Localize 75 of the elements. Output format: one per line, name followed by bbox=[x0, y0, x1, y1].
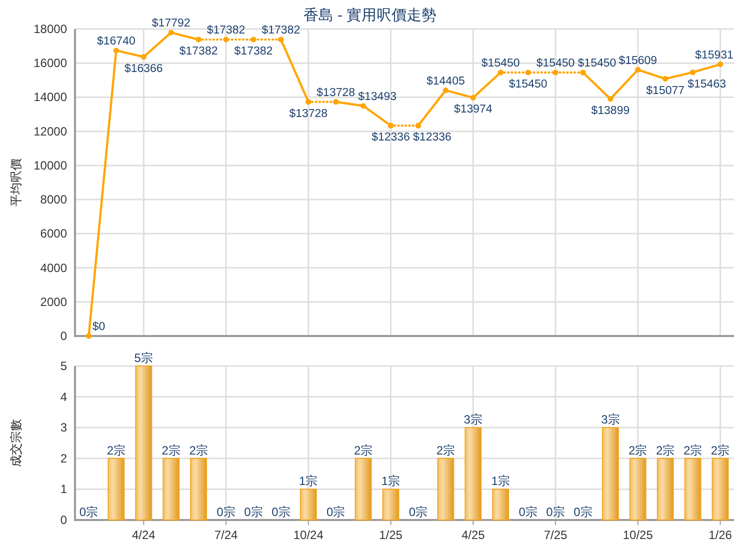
data-label: $17382 bbox=[179, 46, 218, 58]
y-tick-label: 0 bbox=[60, 513, 68, 527]
data-label: 2宗 bbox=[656, 443, 675, 458]
x-tick-label: 1/25 bbox=[379, 528, 403, 542]
y-tick-label: 5 bbox=[60, 359, 68, 373]
x-tick-label: 1/26 bbox=[708, 528, 732, 542]
data-label: 5宗 bbox=[134, 351, 153, 365]
data-label: 2宗 bbox=[189, 443, 208, 458]
y-axis-title: 成交宗數 bbox=[9, 419, 23, 467]
data-label: $12336 bbox=[413, 132, 452, 144]
data-label: 2宗 bbox=[162, 443, 180, 458]
x-tick-label: 7/24 bbox=[214, 528, 238, 542]
data-label: $13974 bbox=[454, 104, 493, 116]
y-tick-label: 1 bbox=[60, 482, 68, 496]
data-label: $13728 bbox=[316, 86, 356, 99]
y-tick-label: 2 bbox=[60, 451, 68, 466]
data-label: 0宗 bbox=[79, 505, 98, 519]
y-tick-label: 8000 bbox=[40, 192, 68, 207]
chart-title: 香島 - 實用呎價走勢 bbox=[303, 7, 437, 24]
data-label: 2宗 bbox=[354, 443, 373, 458]
data-label: $12336 bbox=[372, 132, 410, 144]
data-label: 2宗 bbox=[628, 443, 648, 458]
data-label: 2宗 bbox=[106, 443, 126, 458]
y-tick-label: 3 bbox=[60, 420, 68, 435]
x-tick-label: 7/25 bbox=[544, 528, 568, 542]
data-label: 0宗 bbox=[408, 505, 428, 519]
data-label: $13728 bbox=[289, 108, 328, 120]
y-tick-label: 16000 bbox=[34, 56, 68, 70]
data-label: 0宗 bbox=[546, 505, 565, 519]
x-tick-label: 4/25 bbox=[461, 528, 486, 542]
x-tick-label: 10/24 bbox=[293, 528, 324, 542]
data-label: $14405 bbox=[426, 75, 465, 88]
data-label: 2宗 bbox=[710, 443, 730, 458]
y-tick-label: 18000 bbox=[34, 22, 68, 36]
data-label: $17382 bbox=[206, 24, 246, 37]
data-label: $15450 bbox=[481, 57, 520, 70]
data-label: $15463 bbox=[688, 78, 726, 90]
data-label: 3宗 bbox=[601, 412, 620, 427]
data-label: $16366 bbox=[124, 62, 163, 75]
data-label: 1宗 bbox=[299, 474, 318, 488]
y-axis-title: 平均呎價 bbox=[9, 158, 23, 206]
data-label: $15931 bbox=[695, 49, 734, 62]
data-label: 0宗 bbox=[244, 505, 263, 519]
data-label: 0宗 bbox=[272, 505, 290, 519]
data-label: $15609 bbox=[618, 54, 658, 67]
data-label: $13493 bbox=[358, 90, 396, 103]
data-label: $16740 bbox=[97, 35, 136, 48]
data-label: 1宗 bbox=[381, 474, 400, 488]
y-tick-label: 10000 bbox=[34, 158, 68, 172]
data-label: 1宗 bbox=[491, 474, 510, 488]
data-label: $17382 bbox=[262, 24, 300, 37]
data-label: 0宗 bbox=[216, 505, 236, 519]
data-label: $0 bbox=[92, 321, 106, 333]
data-label: $13899 bbox=[591, 104, 630, 117]
data-label: 2宗 bbox=[436, 443, 456, 458]
data-label: $15077 bbox=[646, 84, 685, 97]
y-tick-label: 14000 bbox=[34, 90, 68, 104]
y-tick-label: 4000 bbox=[40, 260, 68, 275]
x-tick-label: 4/24 bbox=[132, 528, 156, 542]
data-label: 3宗 bbox=[464, 412, 482, 427]
y-tick-label: 6000 bbox=[40, 226, 68, 241]
data-label: $15450 bbox=[536, 57, 575, 70]
data-label: $15450 bbox=[508, 78, 548, 90]
data-label: $17792 bbox=[152, 18, 190, 30]
data-label: 0宗 bbox=[574, 505, 592, 519]
data-label: 0宗 bbox=[518, 505, 538, 519]
data-label: $17382 bbox=[234, 46, 273, 58]
y-tick-label: 0 bbox=[60, 329, 68, 343]
data-label: 0宗 bbox=[326, 505, 346, 519]
y-tick-label: 4 bbox=[60, 390, 68, 404]
x-tick-label: 10/25 bbox=[622, 528, 654, 542]
y-tick-label: 2000 bbox=[40, 294, 68, 309]
data-label: 2宗 bbox=[683, 443, 702, 458]
y-tick-label: 12000 bbox=[34, 124, 68, 138]
data-label: $15450 bbox=[578, 57, 616, 70]
